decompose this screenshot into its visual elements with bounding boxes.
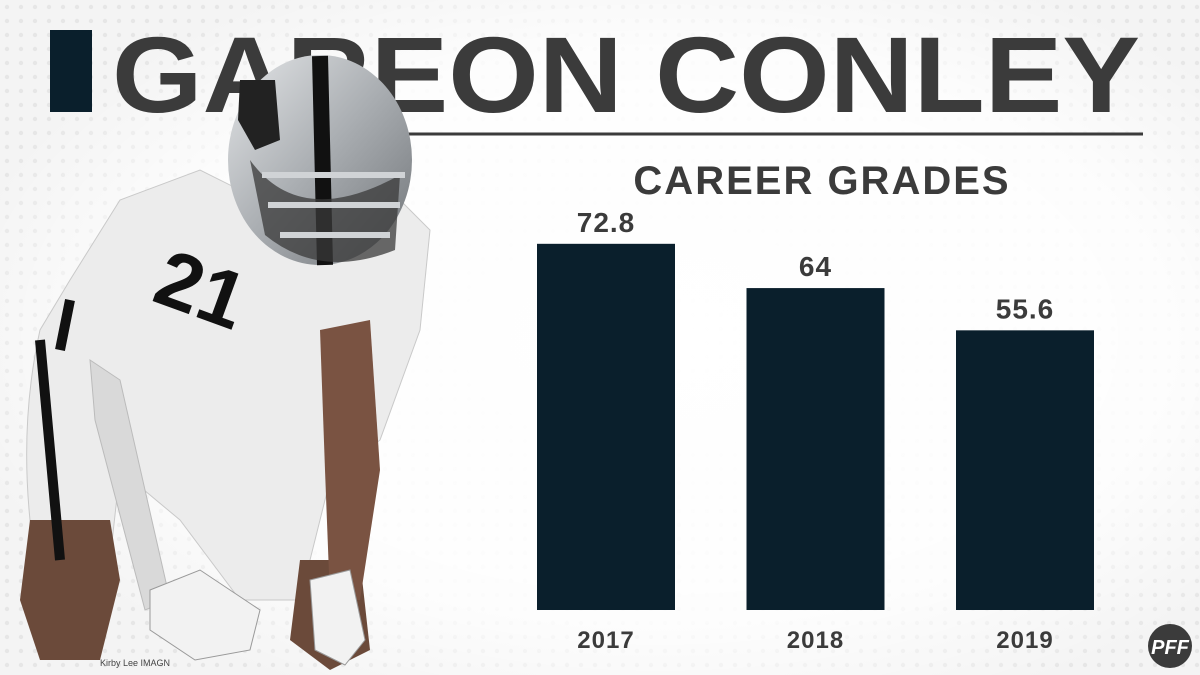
bar xyxy=(537,243,675,611)
bar xyxy=(956,330,1094,610)
value-label: 64 xyxy=(799,251,832,282)
value-label: 55.6 xyxy=(996,293,1055,324)
logo: PFF xyxy=(1151,637,1190,659)
x-tick-label: 2017 xyxy=(577,627,634,654)
chart-subtitle: CAREER GRADES xyxy=(633,159,1010,203)
x-tick-label: 2018 xyxy=(787,627,844,654)
photo-credit: Kirby Lee IMAGN xyxy=(100,658,170,668)
bar xyxy=(746,288,885,610)
x-tick-label: 2019 xyxy=(996,627,1053,654)
title-accent xyxy=(50,30,92,112)
value-label: 72.8 xyxy=(577,207,636,238)
player-photo: 21 xyxy=(20,55,431,670)
logo-badge xyxy=(1148,624,1192,668)
